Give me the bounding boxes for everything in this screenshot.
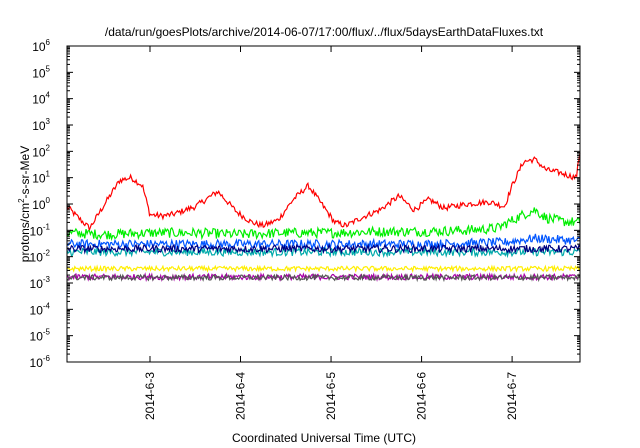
y-tick-exponent: 6 — [46, 38, 51, 47]
y-tick-exponent: -3 — [43, 275, 51, 284]
y-tick-exponent: 2 — [46, 143, 51, 152]
y-tick-label: 104 — [32, 91, 50, 107]
y-tick-exponent: 1 — [46, 170, 51, 179]
y-tick-exponent: -1 — [43, 222, 51, 231]
series-line-8 — [66, 272, 581, 283]
y-axis-label-sup: 2 — [17, 198, 26, 203]
x-tick-label: 2014-6-7 — [505, 372, 519, 420]
y-tick-label: 10-4 — [30, 301, 51, 317]
y-tick-label: 10-2 — [30, 249, 51, 265]
y-tick-base: 10 — [32, 172, 46, 186]
y-tick-exponent: -4 — [43, 301, 51, 310]
y-tick-exponent: 5 — [46, 64, 51, 73]
x-tick-label: 2014-6-3 — [143, 372, 157, 420]
y-tick-base: 10 — [30, 303, 44, 317]
y-tick-exponent: -2 — [43, 249, 51, 258]
y-tick-exponent: 0 — [46, 196, 51, 205]
chart-title: /data/run/goesPlots/archive/2014-06-07/1… — [105, 25, 544, 39]
y-tick-label: 10-6 — [30, 354, 51, 370]
y-tick-base: 10 — [32, 198, 46, 212]
x-axis-label: Coordinated Universal Time (UTC) — [232, 431, 416, 445]
y-tick-base: 10 — [30, 330, 44, 344]
y-tick-base: 10 — [30, 356, 44, 370]
plot-area — [66, 152, 581, 283]
y-tick-label: 102 — [32, 143, 50, 159]
x-tick-label: 2014-6-6 — [415, 372, 429, 420]
y-tick-label: 101 — [32, 170, 50, 186]
y-tick-label: 10-5 — [30, 328, 51, 344]
y-tick-label: 10-3 — [30, 275, 51, 291]
plot-frame — [66, 45, 581, 363]
y-tick-exponent: 4 — [46, 91, 51, 100]
series-line-1 — [66, 152, 581, 233]
y-tick-base: 10 — [32, 93, 46, 107]
y-tick-exponent: -5 — [43, 328, 51, 337]
series-line-6 — [66, 264, 581, 274]
y-tick-base: 10 — [32, 40, 46, 54]
y-tick-exponent: -6 — [43, 354, 51, 363]
y-tick-exponent: 3 — [46, 117, 51, 126]
y-tick-base: 10 — [30, 277, 44, 291]
series-line-2 — [66, 207, 581, 242]
y-axis-ticks: 10-610-510-410-310-210-11001011021031041… — [30, 38, 580, 370]
series-line-5 — [66, 243, 581, 255]
y-tick-label: 105 — [32, 64, 50, 80]
x-tick-label: 2014-6-4 — [234, 372, 248, 420]
y-tick-label: 100 — [32, 196, 50, 212]
y-axis-label: protons/cm2-s-sr-MeV — [17, 146, 32, 262]
x-tick-label: 2014-6-5 — [324, 372, 338, 420]
y-axis-label-suffix: -s-sr-MeV — [18, 146, 32, 199]
x-axis-ticks: 2014-6-3 2014-6-4 2014-6-5 2014-6-6 2014-6-7 — [143, 46, 519, 420]
y-tick-base: 10 — [30, 251, 44, 265]
y-tick-base: 10 — [30, 224, 44, 238]
y-tick-label: 106 — [32, 38, 50, 54]
y-tick-label: 10-1 — [30, 222, 51, 238]
y-tick-label: 103 — [32, 117, 50, 133]
y-axis-label-prefix: protons/cm — [18, 203, 32, 262]
y-tick-base: 10 — [32, 66, 46, 80]
y-tick-base: 10 — [32, 145, 46, 159]
y-tick-base: 10 — [32, 119, 46, 133]
